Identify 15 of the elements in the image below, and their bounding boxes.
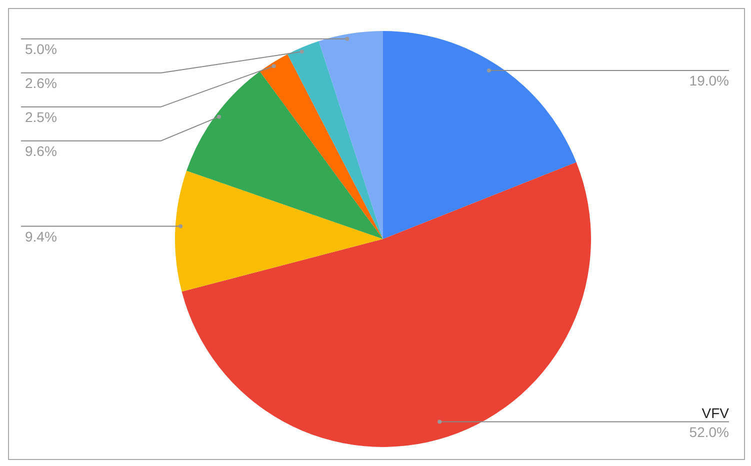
pie-slice [175,170,383,292]
pie-slice [287,41,383,239]
data-label: 9.6% [25,142,57,159]
data-label: 2.5% [25,108,57,125]
data-label: 2.6% [25,74,57,91]
pie-slice [383,31,576,239]
pie-slice [182,162,591,447]
pie-slice [186,71,383,239]
pie-slice [318,31,383,239]
pie-slice [260,54,383,239]
data-label: 19.0% [689,72,729,89]
data-label: 52.0% [689,424,729,440]
slice-label: VFV [702,404,730,421]
data-label: 9.4% [25,228,57,244]
data-label: 5.0% [25,40,57,57]
